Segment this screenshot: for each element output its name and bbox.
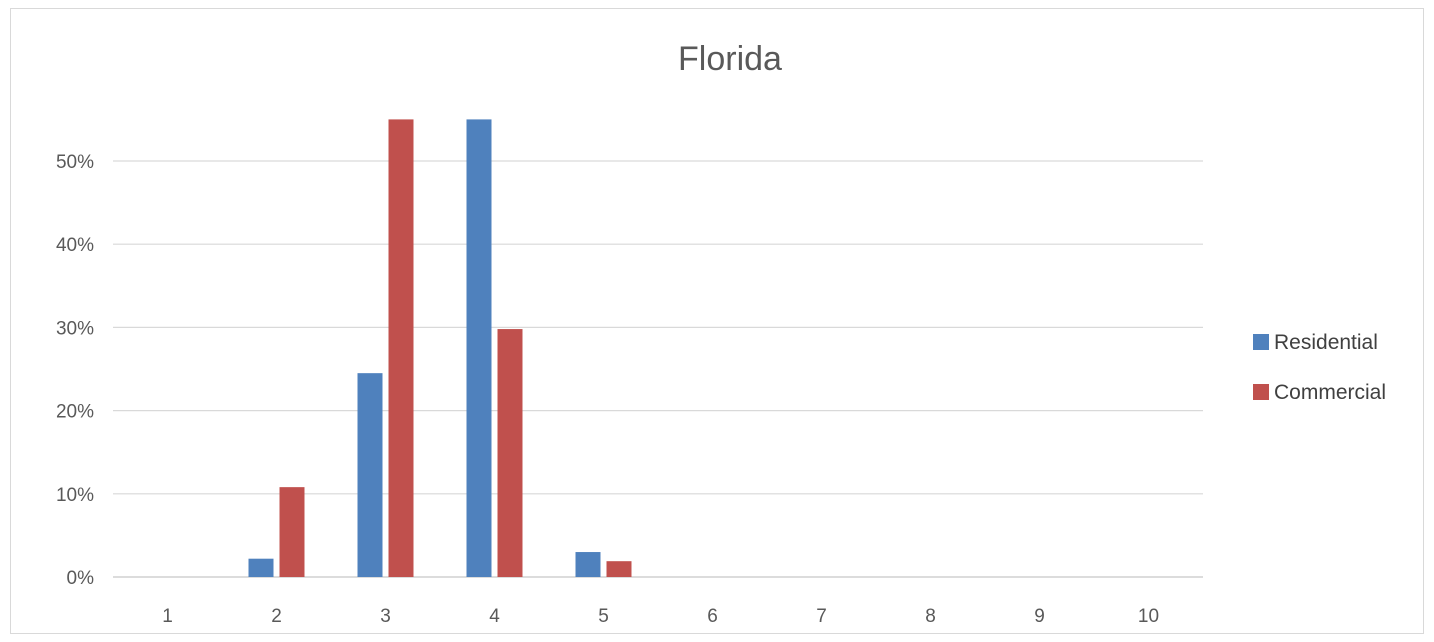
bar-commercial-5 bbox=[606, 561, 632, 577]
x-tick-label: 10 bbox=[1138, 606, 1159, 627]
y-tick-label: 50% bbox=[56, 152, 94, 173]
legend: Residential Commercial bbox=[1253, 331, 1386, 404]
y-tick-label: 20% bbox=[56, 402, 94, 423]
bar-commercial-4 bbox=[497, 329, 523, 577]
x-tick-label: 7 bbox=[816, 606, 827, 627]
y-tick-label: 0% bbox=[67, 568, 95, 589]
y-tick-label: 30% bbox=[56, 318, 94, 339]
legend-swatch-residential bbox=[1253, 334, 1269, 350]
bar-residential-2 bbox=[248, 558, 274, 577]
bar-residential-3 bbox=[357, 373, 383, 577]
y-axis-tick-labels: 0% 10% 20% 30% 40% 50% bbox=[56, 152, 94, 589]
chart-frame bbox=[10, 8, 1424, 634]
x-tick-label: 1 bbox=[162, 606, 173, 627]
y-tick-label: 40% bbox=[56, 235, 94, 256]
x-tick-label: 2 bbox=[271, 606, 282, 627]
chart-title: Florida bbox=[678, 40, 782, 78]
x-tick-label: 9 bbox=[1034, 606, 1045, 627]
x-tick-label: 8 bbox=[925, 606, 936, 627]
x-tick-label: 6 bbox=[707, 606, 718, 627]
bar-commercial-3 bbox=[388, 119, 414, 578]
x-tick-label: 4 bbox=[489, 606, 500, 627]
y-tick-label: 10% bbox=[56, 485, 94, 506]
bar-residential-5 bbox=[575, 552, 601, 577]
bars bbox=[248, 119, 632, 578]
legend-label-residential: Residential bbox=[1274, 331, 1378, 354]
bar-commercial-2 bbox=[279, 487, 305, 577]
gridlines bbox=[113, 160, 1203, 578]
legend-label-commercial: Commercial bbox=[1274, 381, 1386, 404]
x-tick-label: 5 bbox=[598, 606, 609, 627]
bar-residential-4 bbox=[466, 119, 492, 578]
x-axis-tick-labels: 1 2 3 4 5 6 7 8 9 10 bbox=[162, 606, 1159, 627]
x-tick-label: 3 bbox=[380, 606, 391, 627]
legend-swatch-commercial bbox=[1253, 384, 1269, 400]
